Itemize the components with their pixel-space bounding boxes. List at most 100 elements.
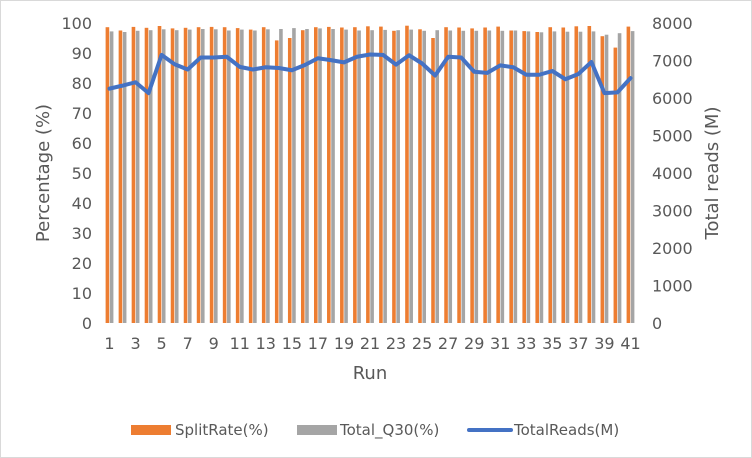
bar-total-q30-run-40 [617, 33, 622, 323]
bar-total-q30-run-29 [474, 30, 479, 324]
bar-splitrate-run-20 [353, 27, 357, 323]
bar-total-q30-run-15 [292, 28, 296, 323]
x-tick-label-19: 19 [334, 334, 354, 353]
bar-total-q30-run-1 [109, 31, 114, 324]
bar-total-q30-run-41 [630, 31, 635, 323]
right-tick-label-7000: 7000 [652, 52, 693, 71]
bar-splitrate-run-9 [209, 26, 214, 324]
x-tick-label-41: 41 [620, 334, 640, 353]
right-tick-label-8000: 8000 [652, 14, 693, 33]
bar-total-q30-run-28 [461, 30, 466, 324]
bar-splitrate-run-22 [379, 26, 383, 323]
right-tick-label-6000: 6000 [652, 89, 693, 108]
bar-splitrate-run-40 [613, 47, 618, 323]
bar-total-q30-run-7 [187, 29, 192, 323]
bar-total-q30-run-8 [200, 29, 205, 323]
x-tick-label-9: 9 [209, 334, 219, 353]
right-tick-label-5000: 5000 [652, 127, 693, 146]
bar-total-q30-run-38 [591, 31, 596, 324]
bar-total-q30-run-27 [448, 30, 453, 323]
right-axis-title: Total reads (M) [702, 107, 723, 241]
bar-splitrate-run-27 [444, 27, 448, 323]
x-tick-label-11: 11 [230, 334, 250, 353]
bar-splitrate-run-35 [548, 27, 553, 323]
x-tick-label-39: 39 [594, 334, 614, 353]
x-tick-label-7: 7 [183, 334, 193, 353]
bar-total-q30-run-11 [240, 29, 244, 323]
right-tick-label-4000: 4000 [652, 164, 693, 183]
legend-label-totalreads: TotalReads(M) [513, 421, 619, 439]
legend: SplitRate(%) Total_Q30(%) TotalReads(M) [131, 421, 619, 440]
x-axis-ticks: 1 3 5 7 9 11 13 15 17 19 21 23 25 27 29 31 33 35 37 39 41 [104, 334, 640, 353]
bar-splitrate-run-14 [274, 40, 279, 324]
bar-total-q30-run-33 [526, 31, 531, 324]
bar-total-q30-run-18 [331, 29, 335, 323]
bar-total-q30-run-16 [305, 29, 309, 323]
bar-splitrate-run-24 [405, 25, 409, 323]
bar-splitrate-run-28 [457, 27, 461, 323]
bar-splitrate-run-29 [470, 28, 474, 324]
bar-splitrate-run-25 [418, 29, 422, 324]
left-tick-label-40: 40 [72, 194, 92, 213]
bar-total-q30-run-4 [148, 30, 153, 323]
bar-total-q30-run-14 [279, 29, 283, 323]
bar-total-q30-run-32 [513, 30, 518, 323]
x-tick-label-25: 25 [412, 334, 432, 353]
bar-splitrate-run-31 [496, 26, 500, 323]
bar-total-q30-run-10 [227, 30, 231, 323]
left-tick-label-60: 60 [72, 134, 92, 153]
left-tick-label-10: 10 [72, 284, 92, 303]
bar-splitrate-run-38 [587, 26, 592, 323]
bar-total-q30-run-23 [396, 30, 400, 323]
left-axis-ticks: 0 10 20 30 40 50 60 70 80 90 100 [61, 14, 92, 333]
x-tick-label-21: 21 [360, 334, 380, 353]
bar-total-q30-run-34 [539, 32, 544, 324]
x-tick-label-33: 33 [516, 334, 536, 353]
left-tick-label-0: 0 [82, 314, 92, 333]
bar-splitrate-run-3 [131, 26, 136, 324]
right-axis-ticks: 0 1000 2000 3000 4000 5000 6000 7000 8000 [652, 14, 693, 333]
x-tick-label-29: 29 [464, 334, 484, 353]
legend-label-total-q30: Total_Q30(%) [339, 421, 439, 440]
bar-splitrate-run-17 [314, 27, 318, 323]
bar-splitrate-run-18 [327, 26, 331, 324]
bar-total-q30-run-31 [500, 30, 505, 324]
bar-total-q30-run-3 [135, 30, 140, 324]
x-tick-label-35: 35 [542, 334, 562, 353]
bar-splitrate-run-39 [600, 36, 605, 323]
bar-splitrate-run-33 [522, 31, 526, 323]
bar-splitrate-run-10 [222, 27, 227, 323]
bar-total-q30-run-35 [552, 31, 557, 324]
bar-total-q30-run-21 [370, 30, 374, 323]
bar-total-q30-run-20 [357, 30, 361, 323]
bar-splitrate-run-16 [300, 30, 305, 323]
bar-total-q30-run-39 [604, 34, 609, 323]
bar-total-q30-run-22 [383, 29, 387, 324]
x-tick-label-13: 13 [256, 334, 276, 353]
legend-label-splitrate: SplitRate(%) [175, 421, 269, 439]
bar-total-q30-run-36 [565, 31, 570, 323]
left-tick-label-90: 90 [72, 44, 92, 63]
bar-splitrate-run-32 [509, 30, 513, 323]
bar-splitrate-run-1 [105, 27, 110, 323]
left-tick-label-20: 20 [72, 254, 92, 273]
right-tick-label-0: 0 [652, 314, 662, 333]
bar-total-q30-run-12 [253, 30, 257, 323]
left-tick-label-70: 70 [72, 104, 92, 123]
bar-splitrate-run-4 [144, 27, 149, 324]
x-tick-label-1: 1 [104, 334, 114, 353]
x-tick-label-5: 5 [157, 334, 167, 353]
left-tick-label-50: 50 [72, 164, 92, 183]
bar-total-q30-run-5 [161, 29, 166, 324]
x-axis-title: Run [353, 363, 388, 384]
x-tick-label-31: 31 [490, 334, 510, 353]
left-tick-label-30: 30 [72, 224, 92, 243]
bar-total-q30-run-2 [122, 32, 127, 323]
x-tick-label-27: 27 [438, 334, 458, 353]
bar-total-q30-run-13 [266, 29, 270, 324]
right-tick-label-1000: 1000 [652, 277, 693, 296]
bar-total-q30-run-24 [409, 29, 413, 323]
bars-layer [105, 25, 635, 324]
bar-splitrate-run-7 [183, 27, 188, 324]
